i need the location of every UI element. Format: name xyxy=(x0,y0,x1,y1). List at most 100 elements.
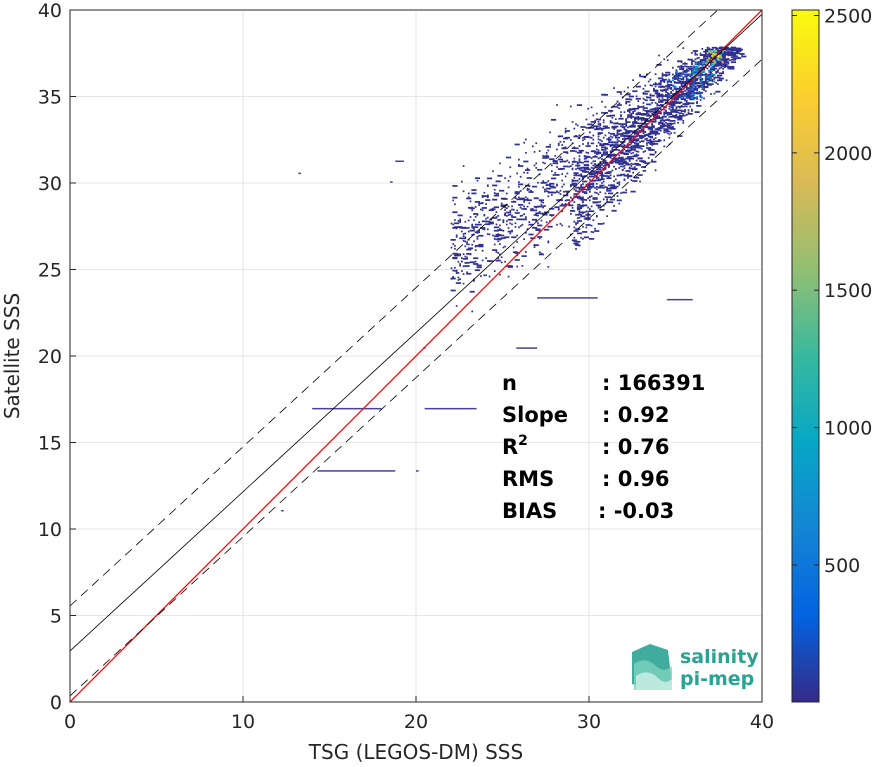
density-cell xyxy=(710,71,712,74)
outlier-cell xyxy=(312,407,382,410)
density-cell xyxy=(684,110,686,113)
density-cell xyxy=(684,95,690,97)
density-cell xyxy=(557,144,560,147)
density-cell xyxy=(452,256,458,259)
density-cell xyxy=(594,230,600,232)
density-cell xyxy=(452,211,458,214)
density-cell xyxy=(590,179,596,182)
density-cell xyxy=(542,206,545,209)
density-cell xyxy=(595,126,598,129)
density-cell xyxy=(542,180,545,182)
density-cell xyxy=(685,96,692,99)
outlier-cell xyxy=(281,509,284,512)
density-cell xyxy=(526,199,532,202)
density-cell xyxy=(450,267,453,270)
density-cell xyxy=(637,100,640,102)
density-cell xyxy=(509,175,512,178)
density-cell xyxy=(597,205,600,207)
density-cell xyxy=(704,79,707,82)
density-cell xyxy=(547,240,550,243)
density-cell xyxy=(618,149,621,152)
density-cell xyxy=(675,109,678,112)
density-cell xyxy=(668,96,671,98)
density-cell xyxy=(632,123,634,125)
density-cell xyxy=(611,154,617,157)
density-cell xyxy=(628,159,631,161)
density-cell xyxy=(481,201,484,204)
density-cell xyxy=(601,171,603,173)
density-cell xyxy=(554,155,557,157)
density-cell xyxy=(637,157,643,160)
density-cell xyxy=(578,137,581,139)
density-hotspot-cell xyxy=(712,53,715,56)
y-tick-label: 30 xyxy=(38,173,62,195)
density-cell xyxy=(604,196,607,198)
density-cell xyxy=(590,185,593,188)
density-cell xyxy=(665,109,667,112)
density-cell xyxy=(454,247,456,250)
density-cell xyxy=(637,106,640,109)
density-cell xyxy=(658,129,660,131)
density-cell xyxy=(493,229,500,232)
density-cell xyxy=(609,135,612,138)
density-cell xyxy=(585,199,588,201)
density-cell xyxy=(608,176,610,179)
density-cell xyxy=(720,55,726,58)
density-cell xyxy=(715,72,718,74)
density-cell xyxy=(587,185,589,188)
density-cell xyxy=(644,162,650,165)
density-cell xyxy=(533,246,536,248)
density-hotspot-cell xyxy=(705,62,708,65)
density-cell xyxy=(511,214,513,217)
density-cell xyxy=(533,244,539,247)
density-cell xyxy=(722,63,728,66)
density-cell xyxy=(514,191,520,193)
density-cell xyxy=(559,193,562,195)
density-cell xyxy=(699,80,702,82)
density-cell xyxy=(717,57,723,60)
density-cell xyxy=(717,63,719,66)
density-cell xyxy=(736,51,738,53)
density-cell xyxy=(542,155,545,157)
density-cell xyxy=(609,153,612,156)
density-cell xyxy=(516,234,519,237)
density-cell xyxy=(635,113,641,115)
density-cell xyxy=(563,151,569,154)
density-cell xyxy=(597,135,600,138)
density-cell xyxy=(592,231,595,234)
density-cell xyxy=(590,162,593,165)
density-hotspot-cell xyxy=(720,56,723,59)
density-cell xyxy=(621,142,624,145)
density-cell xyxy=(718,61,724,63)
density-cell xyxy=(627,86,629,89)
density-cell xyxy=(729,65,735,68)
density-cell xyxy=(614,157,621,160)
density-cell xyxy=(595,177,598,180)
density-cell xyxy=(670,97,673,100)
density-cell xyxy=(627,146,633,149)
density-cell xyxy=(678,112,681,115)
density-cell xyxy=(628,95,634,98)
density-cell xyxy=(625,119,628,122)
density-cell xyxy=(454,219,456,221)
stat-value: : 0.92 xyxy=(602,403,670,427)
density-hotspot-cell xyxy=(708,57,711,60)
density-cell xyxy=(627,109,629,112)
density-cell xyxy=(589,131,591,134)
density-cell xyxy=(642,107,648,109)
density-cell xyxy=(455,305,458,307)
density-cell xyxy=(642,87,645,90)
density-hotspot-cell xyxy=(708,69,711,72)
density-cell xyxy=(677,72,679,75)
density-cell xyxy=(609,174,612,177)
density-cell xyxy=(597,152,600,155)
density-cell xyxy=(611,143,614,146)
density-cell xyxy=(718,72,724,75)
density-cell xyxy=(620,135,626,137)
density-cell xyxy=(569,139,572,141)
density-cell xyxy=(628,104,631,107)
density-cell xyxy=(727,50,730,53)
density-cell xyxy=(518,212,520,214)
density-cell xyxy=(464,220,467,223)
density-cell xyxy=(568,203,570,206)
